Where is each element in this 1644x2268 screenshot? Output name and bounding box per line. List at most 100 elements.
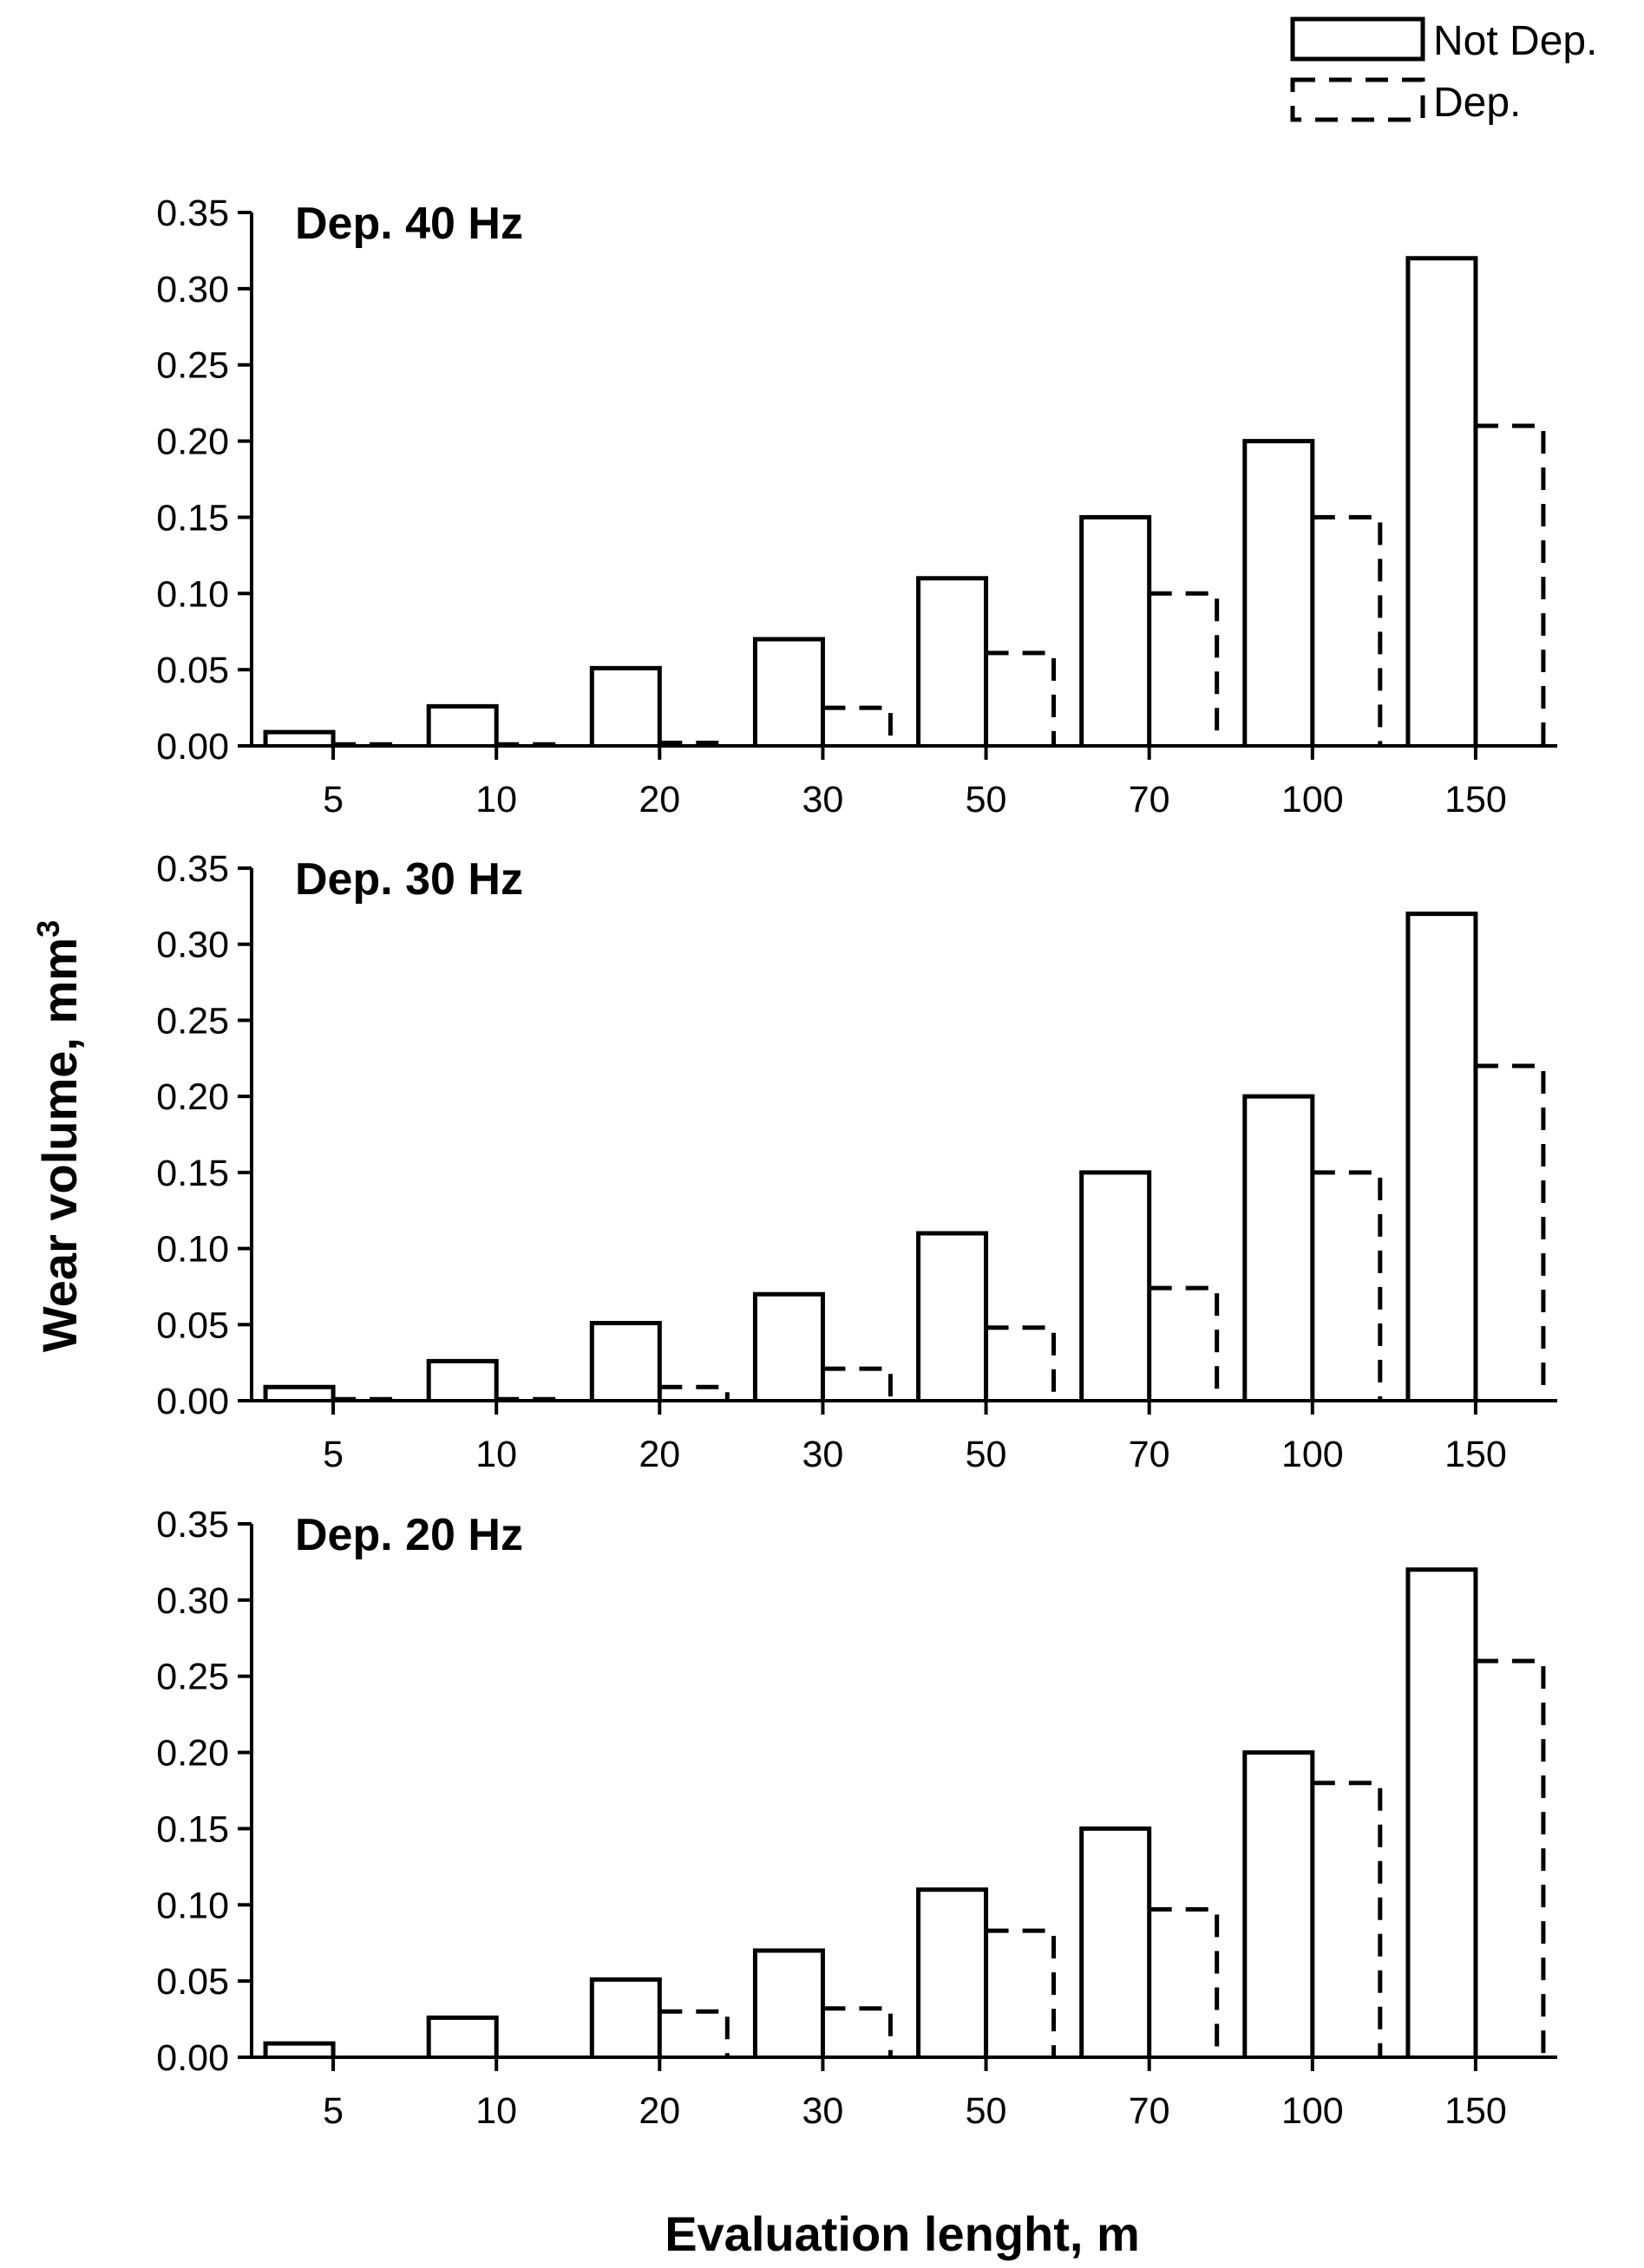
bar-not-dep	[1242, 439, 1315, 746]
x-tick-label: 20	[639, 1434, 680, 1475]
bar-dep	[1475, 1063, 1546, 1401]
x-tick-label: 10	[475, 2090, 517, 2132]
legend-swatch-dep	[1290, 77, 1425, 122]
bar-dep	[822, 1366, 893, 1401]
y-tick-label: 0.10	[156, 573, 229, 615]
bar-not-dep	[916, 576, 989, 746]
bar-dep	[1149, 1907, 1220, 2057]
y-tick-label: 0.30	[156, 925, 229, 966]
bar-dep	[1312, 1170, 1383, 1401]
bar-not-dep	[426, 1358, 499, 1401]
y-tick-label: 0.10	[156, 1229, 229, 1271]
y-tick-label: 0.05	[156, 1961, 229, 2003]
x-tick-label: 150	[1444, 779, 1507, 820]
bar-not-dep	[263, 729, 336, 746]
y-tick-label: 0.25	[156, 1000, 229, 1042]
y-tick-label: 0.20	[156, 1076, 229, 1118]
bar-not-dep	[589, 665, 662, 746]
bar-not-dep	[1242, 1750, 1315, 2057]
bar-not-dep	[1079, 1826, 1152, 2057]
y-tick-label: 0.10	[156, 1885, 229, 1926]
bar-dep	[1475, 423, 1546, 746]
x-axis-title: Evaluation lenght, m	[665, 2206, 1140, 2261]
y-tick-label: 0.35	[156, 193, 229, 234]
bar-dep	[986, 1325, 1057, 1401]
panel-2: 0.00 0.05 0.10 0.15 0.20 0.25 0.30 0.35 5 10 20 30 5…	[156, 848, 1557, 1475]
bar-dep	[822, 2006, 893, 2057]
x-tick-label: 30	[802, 1434, 844, 1475]
bar-dep	[986, 650, 1057, 746]
x-tick-label: 150	[1444, 1434, 1507, 1475]
bar-not-dep	[1405, 256, 1478, 746]
bar-dep	[986, 1928, 1057, 2057]
bar-not-dep	[263, 2041, 336, 2057]
bar-dep	[1475, 1658, 1546, 2057]
y-tick-label: 0.15	[156, 497, 229, 539]
y-tick-label: 0.05	[156, 650, 229, 691]
bar-not-dep	[1079, 1170, 1152, 1401]
legend-label-dep: Dep.	[1433, 80, 1521, 126]
x-tick-label: 70	[1129, 2090, 1170, 2132]
x-tick-label: 100	[1281, 2090, 1344, 2132]
bar-not-dep	[1405, 1567, 1478, 2057]
y-axis-title-superscript: 3	[30, 920, 66, 938]
panels: 0.00 0.05 0.10 0.15 0.20 0.25 0.30 0.35 5 10 20 30 5…	[156, 193, 1557, 2132]
bar-not-dep	[1079, 514, 1152, 746]
legend-swatch-not-dep	[1290, 16, 1425, 62]
bar-not-dep	[589, 1321, 662, 1401]
y-tick-label: 0.05	[156, 1304, 229, 1346]
panel-3: 0.00 0.05 0.10 0.15 0.20 0.25 0.30 0.35 5 10 20 30 5…	[156, 1504, 1557, 2132]
y-tick-label: 0.35	[156, 1504, 229, 1546]
x-tick-label: 150	[1444, 2090, 1507, 2132]
bar-not-dep	[916, 1231, 989, 1401]
x-tick-label: 100	[1281, 1434, 1344, 1475]
bar-not-dep	[263, 1384, 336, 1401]
legend-label-not-dep: Not Dep.	[1433, 18, 1597, 64]
panel-1: 0.00 0.05 0.10 0.15 0.20 0.25 0.30 0.35 5 10 20 30 5…	[156, 193, 1557, 820]
y-tick-label: 0.15	[156, 1153, 229, 1194]
y-tick-label: 0.00	[156, 2037, 229, 2079]
x-tick-label: 20	[639, 2090, 680, 2132]
bar-not-dep	[426, 2015, 499, 2057]
bar-dep	[1312, 514, 1383, 746]
x-tick-label: 100	[1281, 779, 1344, 820]
y-tick-label: 0.25	[156, 345, 229, 387]
y-tick-label: 0.30	[156, 269, 229, 310]
y-tick-label: 0.15	[156, 1808, 229, 1850]
y-tick-label: 0.25	[156, 1657, 229, 1698]
bar-not-dep	[426, 703, 499, 746]
bar-dep	[659, 2009, 730, 2057]
x-tick-label: 10	[475, 1434, 517, 1475]
bar-dep	[659, 1384, 730, 1401]
bar-dep	[822, 705, 893, 746]
y-tick-label: 0.35	[156, 848, 229, 890]
panel-title: Dep. 40 Hz	[295, 199, 523, 249]
bar-not-dep	[1405, 912, 1478, 1401]
x-tick-label: 5	[323, 1434, 344, 1475]
y-axis-title: Wear volume, mm3	[30, 920, 88, 1352]
bar-not-dep	[752, 1948, 825, 2057]
x-tick-label: 50	[966, 1434, 1007, 1475]
y-tick-label: 0.20	[156, 1733, 229, 1775]
bar-not-dep	[752, 1291, 825, 1401]
x-tick-label: 10	[475, 779, 517, 820]
bar-not-dep	[916, 1887, 989, 2057]
x-tick-label: 50	[966, 779, 1007, 820]
x-tick-label: 5	[323, 779, 344, 820]
bar-dep	[1149, 1285, 1220, 1401]
panel-title: Dep. 30 Hz	[295, 854, 523, 905]
x-tick-label: 50	[966, 2090, 1007, 2132]
y-axis-title-text: Wear volume, mm	[32, 938, 87, 1352]
bar-not-dep	[752, 637, 825, 746]
legend: Not Dep. Dep.	[1290, 16, 1597, 126]
y-tick-label: 0.00	[156, 1381, 229, 1422]
bar-dep	[1149, 591, 1220, 746]
x-tick-label: 5	[323, 2090, 344, 2132]
y-tick-label: 0.30	[156, 1580, 229, 1622]
bar-not-dep	[589, 1977, 662, 2057]
bar-dep	[1312, 1781, 1383, 2057]
x-tick-label: 70	[1129, 779, 1170, 820]
x-tick-label: 20	[639, 779, 680, 820]
x-tick-label: 70	[1129, 1434, 1170, 1475]
